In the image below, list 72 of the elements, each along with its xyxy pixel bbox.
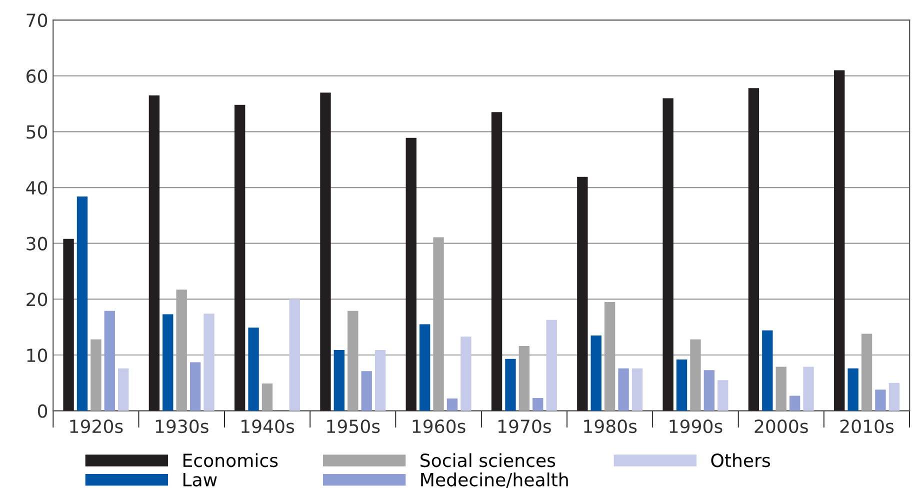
legend-label: Social sciences xyxy=(420,453,556,468)
bar xyxy=(861,334,872,411)
bar xyxy=(676,359,688,411)
bar xyxy=(577,176,588,411)
y-tick-label: 10 xyxy=(27,348,48,362)
bar xyxy=(718,380,728,411)
bar xyxy=(63,238,74,411)
bar xyxy=(460,336,472,411)
x-tick-label: 1920s xyxy=(70,419,123,434)
bar xyxy=(618,368,629,411)
bar xyxy=(875,390,886,411)
y-tick-label: 0 xyxy=(38,404,48,418)
bar xyxy=(704,370,715,411)
bar xyxy=(776,366,786,411)
bar xyxy=(162,314,174,411)
x-tick-label: 1930s xyxy=(156,419,208,434)
x-tick-label: 1980s xyxy=(584,419,637,434)
y-tick-label: 40 xyxy=(26,180,48,195)
y-tick-label: 70 xyxy=(26,14,48,28)
y-tick-label: 20 xyxy=(26,292,48,306)
bar xyxy=(748,88,760,411)
bar xyxy=(789,396,800,411)
bar xyxy=(204,314,214,411)
bar xyxy=(118,368,129,411)
bar xyxy=(76,196,88,411)
bar xyxy=(361,371,372,411)
bar xyxy=(848,368,858,411)
bar xyxy=(532,398,544,411)
x-tick-label: 1990s xyxy=(670,419,722,434)
bar xyxy=(234,104,246,411)
bar xyxy=(348,310,358,411)
bar xyxy=(419,324,430,411)
bar xyxy=(289,299,300,411)
x-tick-label: 1960s xyxy=(412,419,466,434)
bar xyxy=(590,335,602,411)
bar xyxy=(374,350,386,411)
bar xyxy=(604,302,616,411)
x-tick-label: 1950s xyxy=(327,419,380,434)
bar xyxy=(190,362,201,411)
bar xyxy=(491,112,502,411)
legend-label: Medecine/health xyxy=(421,472,568,488)
bar xyxy=(148,95,160,411)
bar xyxy=(262,383,273,411)
x-tick-label: 1970s xyxy=(498,419,551,434)
bar xyxy=(803,366,814,411)
bar xyxy=(90,339,102,411)
bar xyxy=(248,328,259,411)
bar xyxy=(546,320,557,411)
y-tick-label: 60 xyxy=(26,69,48,83)
bar xyxy=(888,382,900,411)
bar xyxy=(433,237,444,411)
y-tick-label: 50 xyxy=(26,125,48,139)
bar xyxy=(505,358,516,411)
x-tick-label: 1940s xyxy=(242,419,294,434)
bar xyxy=(334,350,345,411)
bar xyxy=(320,92,331,411)
x-tick-label: 2000s xyxy=(754,419,808,434)
bar xyxy=(104,310,115,411)
bar xyxy=(446,398,458,411)
bar xyxy=(662,98,674,411)
legend-label: Economics xyxy=(184,453,278,468)
bar xyxy=(632,368,643,411)
bar xyxy=(834,70,845,411)
legend-label: Others xyxy=(711,453,770,468)
legend-label: Law xyxy=(184,473,217,486)
bar xyxy=(690,339,701,411)
bar xyxy=(406,138,416,411)
bar xyxy=(518,346,530,411)
x-tick-label: 2010s xyxy=(840,419,894,434)
bar xyxy=(762,330,773,411)
y-tick-label: 30 xyxy=(26,236,48,250)
bar xyxy=(176,290,187,411)
